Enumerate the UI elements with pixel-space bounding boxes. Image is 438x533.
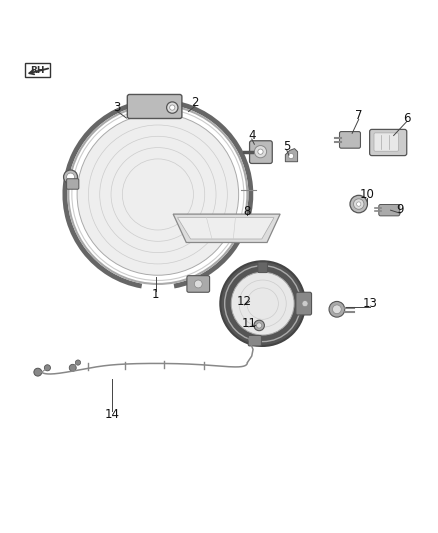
Text: 9: 9 [396,203,404,216]
FancyBboxPatch shape [248,335,261,346]
Text: 13: 13 [362,297,377,310]
FancyBboxPatch shape [374,133,399,151]
Circle shape [67,173,74,181]
Circle shape [170,105,175,110]
Circle shape [353,199,364,209]
Text: 14: 14 [105,408,120,422]
FancyBboxPatch shape [25,63,50,77]
Circle shape [64,170,78,184]
Text: 4: 4 [248,129,255,142]
Text: 5: 5 [283,140,290,153]
FancyBboxPatch shape [296,292,311,315]
Circle shape [357,202,361,206]
Polygon shape [177,217,274,239]
Text: 1: 1 [152,288,159,301]
Text: 3: 3 [113,101,120,114]
Polygon shape [173,214,280,243]
Circle shape [77,114,239,275]
FancyBboxPatch shape [187,276,210,292]
FancyBboxPatch shape [67,179,79,189]
FancyBboxPatch shape [258,262,268,272]
Text: RH: RH [31,66,45,75]
Text: 10: 10 [360,188,375,201]
FancyBboxPatch shape [379,205,400,216]
Circle shape [257,323,262,328]
Circle shape [288,154,293,159]
Circle shape [231,272,294,335]
FancyBboxPatch shape [339,132,360,148]
FancyBboxPatch shape [370,130,407,156]
Circle shape [332,305,341,313]
FancyBboxPatch shape [127,94,182,118]
Circle shape [302,301,308,306]
Circle shape [44,365,50,371]
Circle shape [220,261,305,346]
FancyBboxPatch shape [250,141,272,164]
Text: 8: 8 [244,205,251,219]
Circle shape [69,364,76,372]
Text: 7: 7 [355,109,363,123]
Circle shape [194,280,202,288]
Text: 6: 6 [403,111,410,125]
Circle shape [75,360,81,365]
Circle shape [166,102,178,113]
Text: 11: 11 [241,317,256,330]
Circle shape [350,195,367,213]
Text: 12: 12 [237,295,252,308]
Circle shape [34,368,42,376]
Text: 2: 2 [191,96,199,109]
Circle shape [254,320,265,330]
Circle shape [254,146,267,158]
Polygon shape [286,149,297,161]
Circle shape [258,149,263,154]
Circle shape [329,302,345,317]
